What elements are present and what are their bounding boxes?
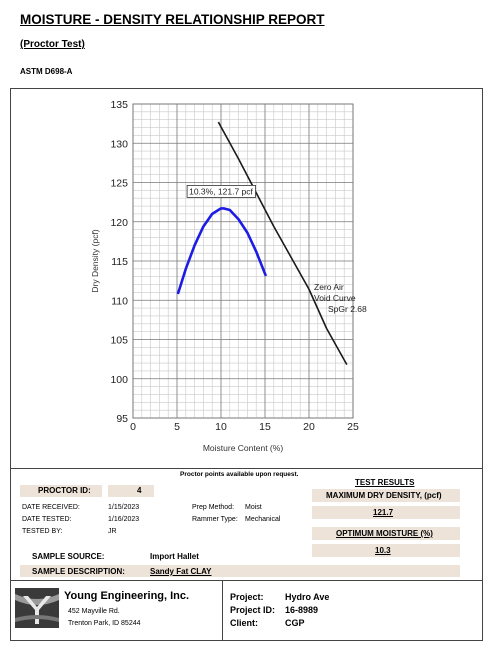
annotation: 10.3%, 121.7 pcf <box>189 186 253 196</box>
label: PROCTOR ID: <box>38 486 91 495</box>
y-tick-label: 110 <box>111 295 128 307</box>
annotation: SpGr 2.68 <box>328 304 367 314</box>
annotation: Zero Air <box>314 282 344 292</box>
report-frame <box>10 88 483 641</box>
y-tick-label: 105 <box>110 335 128 347</box>
label: DATE RECEIVED: <box>22 504 80 511</box>
label: Rammer Type: <box>192 516 238 523</box>
report-title: MOISTURE - DENSITY RELATIONSHIP REPORT <box>20 12 325 27</box>
value: Mechanical <box>245 516 281 523</box>
x-tick-label: 5 <box>174 421 180 433</box>
value-bg <box>108 485 154 497</box>
y-tick-label: 95 <box>116 413 128 425</box>
value: 10.3 <box>375 546 391 555</box>
value: 121.7 <box>373 508 394 517</box>
label: DATE TESTED: <box>22 516 72 523</box>
label: MAXIMUM DRY DENSITY, (pcf) <box>326 491 442 500</box>
address: Trenton Park, ID 85244 <box>68 620 141 627</box>
label-bg <box>20 565 460 577</box>
label: Project ID: <box>230 605 276 615</box>
y-axis-label: Dry Density (pcf) <box>90 229 100 292</box>
y-tick-label: 120 <box>110 217 128 229</box>
label: Project: <box>230 592 264 602</box>
annotation: Void Curve <box>314 293 356 303</box>
value: 16-8989 <box>285 605 319 615</box>
annotation-box <box>186 185 256 198</box>
data-line <box>176 207 268 295</box>
y-tick-label: 135 <box>110 99 128 111</box>
value-bg <box>312 544 460 557</box>
x-tick-label: 20 <box>303 421 315 433</box>
y-tick-label: 115 <box>111 256 128 268</box>
value: CGP <box>285 618 305 628</box>
label: SAMPLE SOURCE: <box>32 552 105 561</box>
chart: 0 5 10 15 20 25 95 100 105 110 115 120 125 130 135 Mois… <box>90 99 367 453</box>
value: 1/16/2023 <box>108 516 140 523</box>
value-bg <box>312 506 460 519</box>
x-tick-label: 10 <box>215 421 227 433</box>
y-tick-label: 125 <box>110 178 128 190</box>
value: 4 <box>137 486 142 495</box>
label: TESTED BY: <box>22 528 63 535</box>
value: Sandy Fat CLAY <box>150 567 212 576</box>
value: Moist <box>245 504 262 511</box>
company: Young Engineering, Inc. <box>64 590 190 602</box>
y-tick-label: 130 <box>110 138 128 150</box>
divider <box>10 580 482 581</box>
label: OPTIMUM MOISTURE (%) <box>336 529 433 538</box>
standard: ASTM D698-A <box>20 67 73 76</box>
label-bg <box>312 489 460 502</box>
data-line <box>217 121 348 366</box>
x-tick-label: 25 <box>347 421 359 433</box>
label-bg <box>20 485 102 497</box>
value: JR <box>108 528 117 535</box>
divider <box>10 468 482 469</box>
value: 1/15/2023 <box>108 504 140 511</box>
address: 452 Mayville Rd. <box>68 608 120 615</box>
x-axis-label: Moisture Content (%) <box>203 443 283 453</box>
label-bg <box>312 527 460 540</box>
results-title: TEST RESULTS <box>355 478 415 487</box>
label: Client: <box>230 618 258 628</box>
label: Prep Method: <box>192 504 235 511</box>
logo <box>15 588 59 628</box>
label: SAMPLE DESCRIPTION: <box>32 567 125 576</box>
x-tick-label: 0 <box>130 421 136 433</box>
value: Import Hallet <box>150 552 199 561</box>
y-tick-label: 100 <box>110 374 128 386</box>
note: Proctor points available upon request. <box>180 471 299 478</box>
divider <box>222 580 223 640</box>
report-subtitle: (Proctor Test) <box>20 39 85 50</box>
value: Hydro Ave <box>285 592 330 602</box>
x-tick-label: 15 <box>259 421 271 433</box>
